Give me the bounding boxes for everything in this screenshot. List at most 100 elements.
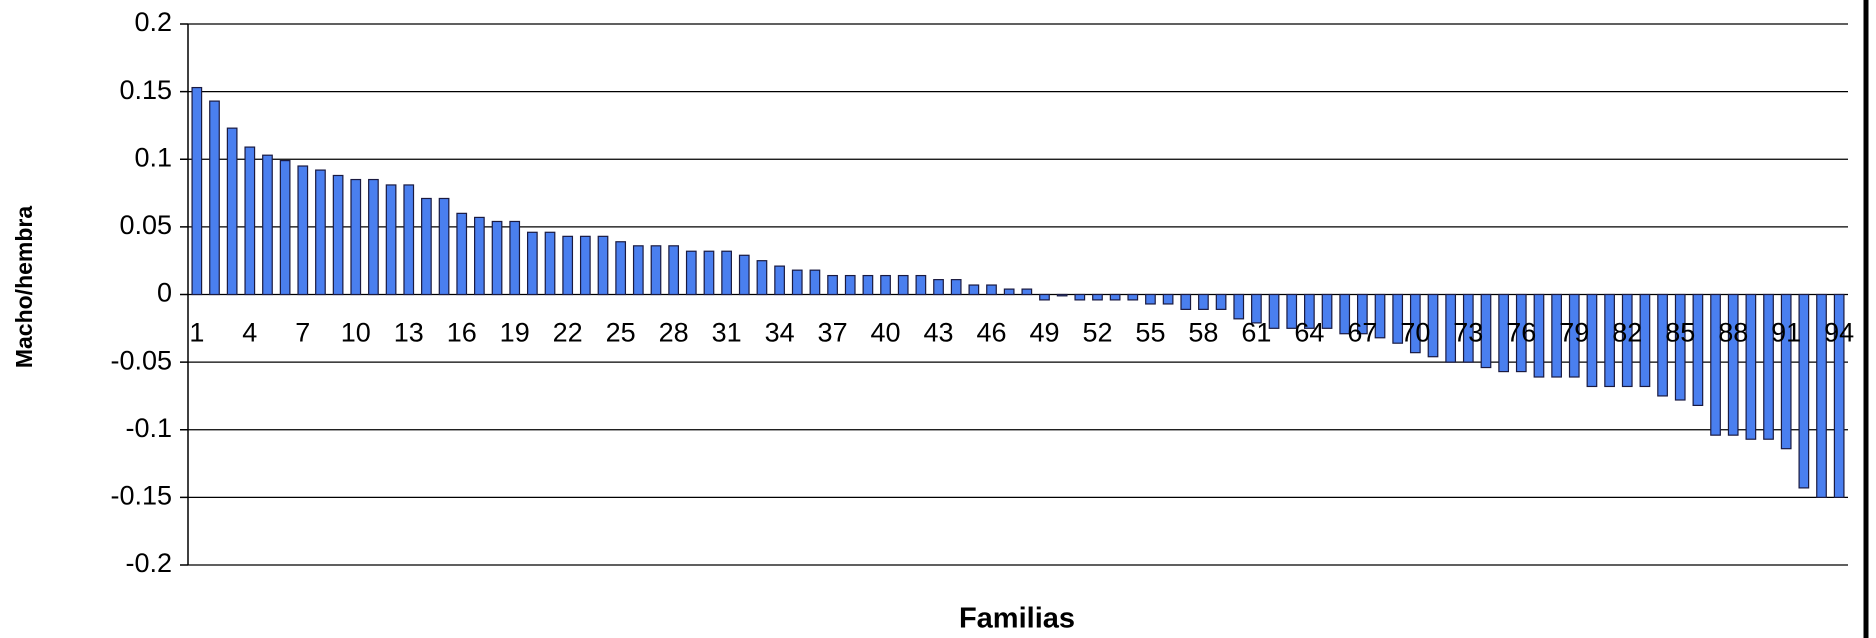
bar [1003, 288, 1015, 296]
bar [368, 178, 379, 296]
bar [1392, 293, 1404, 344]
x-tick-label: 46 [976, 318, 1006, 348]
x-tick-label: 1 [189, 318, 204, 348]
x-tick-label: 82 [1612, 318, 1642, 348]
x-tick-label: 55 [1135, 318, 1165, 348]
bar [968, 284, 980, 296]
bar [1304, 293, 1315, 329]
x-tick-label: 10 [341, 318, 371, 348]
x-tick-label: 13 [394, 318, 424, 348]
bar [1039, 293, 1050, 301]
bar [544, 231, 556, 296]
bar [297, 165, 309, 296]
bar [1480, 293, 1492, 369]
x-tick-label: 85 [1665, 318, 1695, 348]
y-tick-label: -0.1 [125, 413, 172, 443]
bar [738, 254, 750, 296]
bar [1780, 293, 1792, 450]
bar [1816, 293, 1827, 498]
bar [332, 174, 344, 296]
x-tick-label: 61 [1241, 318, 1271, 348]
bar [721, 250, 732, 296]
y-axis-title: Macho/hembra [11, 206, 37, 369]
bar [1074, 293, 1086, 301]
bar [1727, 293, 1739, 436]
bar [1251, 293, 1262, 324]
bar [1498, 293, 1510, 373]
x-tick-label: 28 [659, 318, 689, 348]
bar [1339, 293, 1351, 335]
bar [279, 160, 291, 296]
y-tick-label: 0.05 [119, 210, 172, 240]
bar [650, 245, 662, 296]
bar [1427, 293, 1439, 358]
bar [244, 146, 256, 296]
bar [1621, 293, 1633, 388]
y-tick-label: -0.05 [110, 345, 172, 375]
bar [597, 235, 609, 296]
x-tick-label: 19 [500, 318, 530, 348]
y-tick-label: 0 [157, 278, 172, 308]
bar [809, 269, 821, 296]
bar [1692, 293, 1704, 407]
bar [1215, 293, 1227, 310]
bar [350, 178, 362, 296]
x-tick-label: 43 [924, 318, 954, 348]
bar [1092, 293, 1103, 301]
bar [1268, 293, 1280, 329]
bar [1745, 293, 1757, 440]
bar [915, 274, 927, 296]
bar [774, 265, 785, 296]
bar [456, 212, 468, 296]
bar [1833, 293, 1845, 498]
bar [491, 220, 503, 296]
bar [1798, 293, 1810, 489]
bar [438, 197, 450, 296]
x-tick-label: 79 [1559, 318, 1589, 348]
bar [191, 86, 203, 296]
x-tick-label: 49 [1029, 318, 1059, 348]
y-tick-label: 0.2 [134, 7, 172, 37]
bar [1056, 293, 1068, 297]
x-tick-label: 76 [1506, 318, 1536, 348]
bar [880, 274, 891, 296]
bar [1515, 293, 1527, 373]
x-tick-label: 31 [712, 318, 742, 348]
bar [703, 250, 715, 296]
bar [1356, 293, 1368, 335]
bar [1180, 293, 1192, 310]
y-tick-label: -0.2 [125, 548, 172, 578]
x-tick-label: 37 [818, 318, 848, 348]
bar [1551, 293, 1562, 378]
bar [562, 235, 574, 296]
bar [403, 184, 415, 296]
bar [262, 154, 273, 296]
bar [756, 260, 768, 296]
bar [668, 245, 680, 296]
bar [1674, 293, 1686, 401]
bar [315, 169, 326, 296]
bar [1286, 293, 1298, 329]
bar [1604, 293, 1615, 388]
bar [986, 284, 997, 296]
x-tick-label: 4 [242, 318, 257, 348]
bar [897, 274, 909, 296]
bar [1639, 293, 1651, 388]
bar [1710, 293, 1721, 436]
bar [579, 235, 591, 296]
bar [950, 279, 962, 296]
bar [1763, 293, 1774, 440]
y-tick-label: 0.1 [134, 142, 172, 172]
bar [827, 274, 838, 296]
bar [421, 197, 432, 296]
bar [1162, 293, 1174, 305]
bar [1657, 293, 1668, 397]
bar [1568, 293, 1580, 378]
x-tick-label: 34 [765, 318, 795, 348]
x-tick-label: 7 [295, 318, 310, 348]
y-tick-label: 0.15 [119, 75, 172, 105]
x-tick-label: 91 [1771, 318, 1801, 348]
bar [1198, 293, 1209, 310]
